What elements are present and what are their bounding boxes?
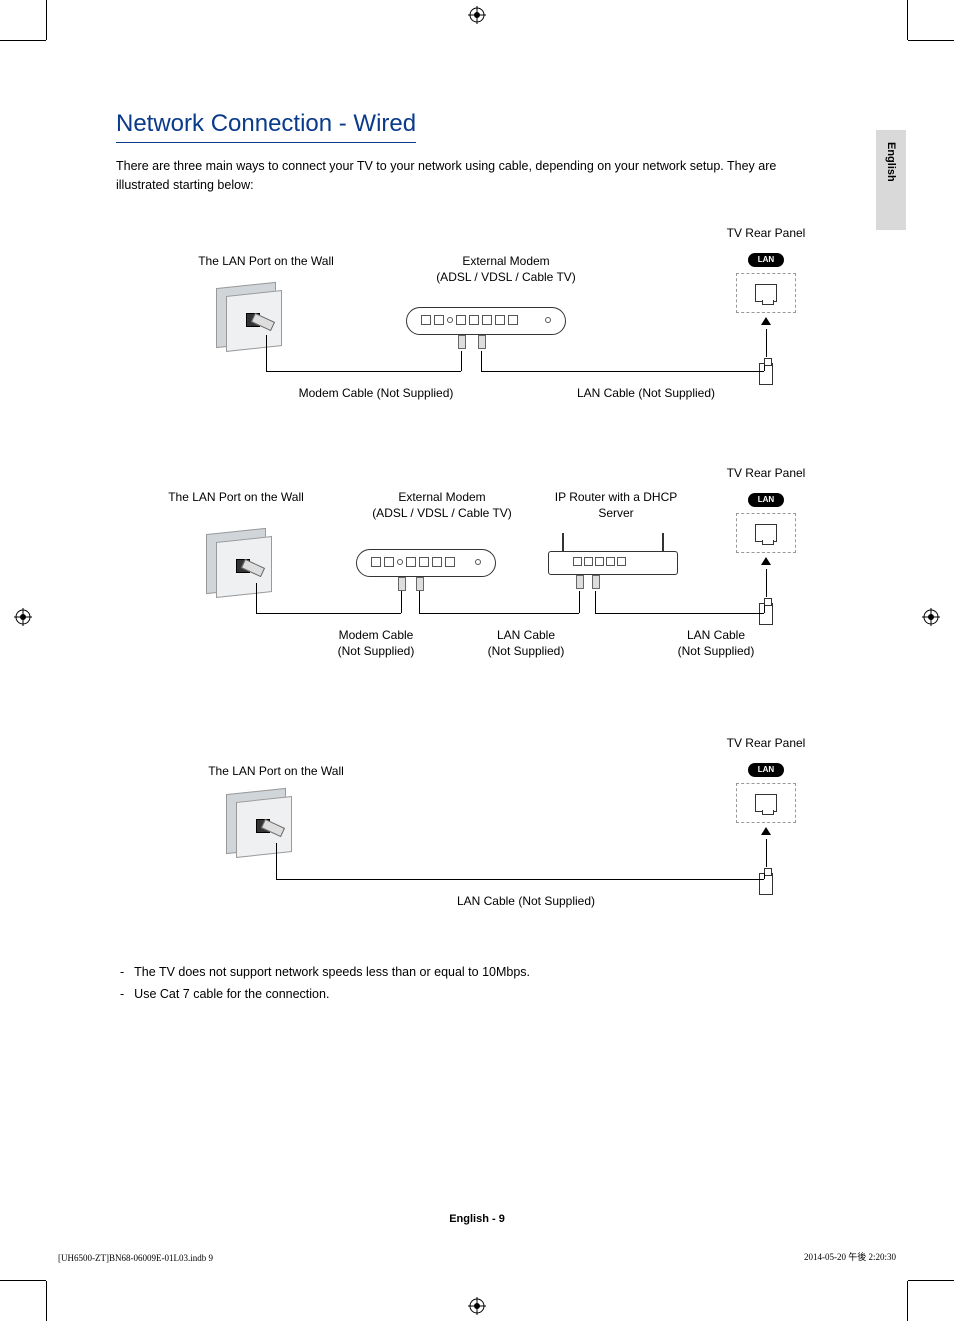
diagram-3: TV Rear Panel The LAN Port on the Wall L…	[116, 735, 856, 925]
tv-rear-label: TV Rear Panel	[706, 225, 826, 242]
cable	[276, 879, 764, 880]
tv-rear-label: TV Rear Panel	[706, 465, 826, 482]
language-tab: English	[876, 130, 906, 230]
cable	[419, 591, 420, 613]
registration-mark-icon	[468, 6, 486, 24]
cable	[461, 351, 462, 371]
cable-label-line2: (Not Supplied)	[338, 644, 415, 658]
modem-cable-label: Modem Cable (Not Supplied)	[306, 627, 446, 661]
lan-cable-label-a: LAN Cable (Not Supplied)	[456, 627, 596, 661]
cable	[481, 351, 482, 371]
crop-mark	[908, 1280, 954, 1281]
registration-mark-icon	[922, 608, 940, 626]
cable	[481, 371, 764, 372]
modem-cable-label: Modem Cable (Not Supplied)	[276, 385, 476, 402]
footer-timestamp: 2014-05-20 午後 2:20:30	[804, 1250, 896, 1263]
tv-panel-icon: LAN	[736, 253, 796, 343]
cable	[764, 605, 765, 613]
page-title: Network Connection - Wired	[116, 110, 416, 143]
external-modem-label: External Modem (ADSL / VDSL / Cable TV)	[352, 489, 532, 523]
modem-icon	[356, 549, 496, 577]
tv-rear-label: TV Rear Panel	[706, 735, 826, 752]
lan-cable-label: LAN Cable (Not Supplied)	[546, 385, 746, 402]
cable	[266, 335, 267, 371]
lan-cable-label: LAN Cable (Not Supplied)	[426, 893, 626, 910]
crop-mark	[46, 0, 47, 40]
cable	[579, 591, 580, 613]
intro-text: There are three main ways to connect you…	[116, 157, 796, 195]
lan-badge: LAN	[748, 253, 784, 267]
crop-mark	[907, 0, 908, 40]
modem-subtitle: (ADSL / VDSL / Cable TV)	[372, 506, 512, 520]
lan-port-wall-label: The LAN Port on the Wall	[176, 763, 376, 780]
diagram-2: TV Rear Panel The LAN Port on the Wall E…	[116, 465, 856, 695]
wall-port-icon	[206, 527, 284, 595]
lan-badge: LAN	[748, 493, 784, 507]
crop-mark	[46, 1281, 47, 1321]
crop-mark	[908, 40, 954, 41]
registration-mark-icon	[14, 608, 32, 626]
footer-page-number: English - 9	[48, 1213, 906, 1225]
crop-mark	[0, 40, 46, 41]
cable	[256, 613, 401, 614]
diagram-1: TV Rear Panel The LAN Port on the Wall E…	[116, 225, 856, 425]
modem-title: External Modem	[462, 254, 549, 268]
modem-title: External Modem	[398, 490, 485, 504]
router-icon	[548, 551, 678, 575]
cable-label-line1: LAN Cable	[687, 628, 745, 642]
wall-port-icon	[216, 281, 294, 349]
page-content: English Network Connection - Wired There…	[48, 48, 906, 1273]
cable	[419, 613, 579, 614]
modem-icon	[406, 307, 566, 335]
router-label: IP Router with a DHCP Server	[536, 489, 696, 523]
crop-mark	[0, 1280, 46, 1281]
language-label: English	[885, 142, 897, 182]
modem-subtitle: (ADSL / VDSL / Cable TV)	[436, 270, 576, 284]
lan-cable-label-b: LAN Cable (Not Supplied)	[646, 627, 786, 661]
cable	[401, 591, 402, 613]
tv-panel-icon: LAN	[736, 763, 796, 853]
footer-file-info: [UH6500-ZT]BN68-06009E-01L03.indb 9	[58, 1253, 213, 1263]
lan-port-wall-label: The LAN Port on the Wall	[166, 253, 366, 270]
note-item: Use Cat 7 cable for the connection.	[120, 987, 906, 1001]
cable	[595, 613, 764, 614]
cable-label-line1: Modem Cable	[339, 628, 414, 642]
cable	[266, 371, 461, 372]
note-item: The TV does not support network speeds l…	[120, 965, 906, 979]
registration-mark-icon	[468, 1297, 486, 1315]
cable	[256, 583, 257, 613]
cable	[764, 873, 765, 879]
cable	[276, 843, 277, 879]
notes-list: The TV does not support network speeds l…	[120, 965, 906, 1001]
cable-label-line2: (Not Supplied)	[488, 644, 565, 658]
lan-port-wall-label: The LAN Port on the Wall	[146, 489, 326, 506]
wall-port-icon	[226, 787, 304, 855]
cable	[764, 365, 765, 371]
tv-panel-icon: LAN	[736, 493, 796, 583]
cable	[595, 591, 596, 613]
crop-mark	[907, 1281, 908, 1321]
cable-label-line2: (Not Supplied)	[678, 644, 755, 658]
lan-badge: LAN	[748, 763, 784, 777]
external-modem-label: External Modem (ADSL / VDSL / Cable TV)	[416, 253, 596, 287]
cable-label-line1: LAN Cable	[497, 628, 555, 642]
